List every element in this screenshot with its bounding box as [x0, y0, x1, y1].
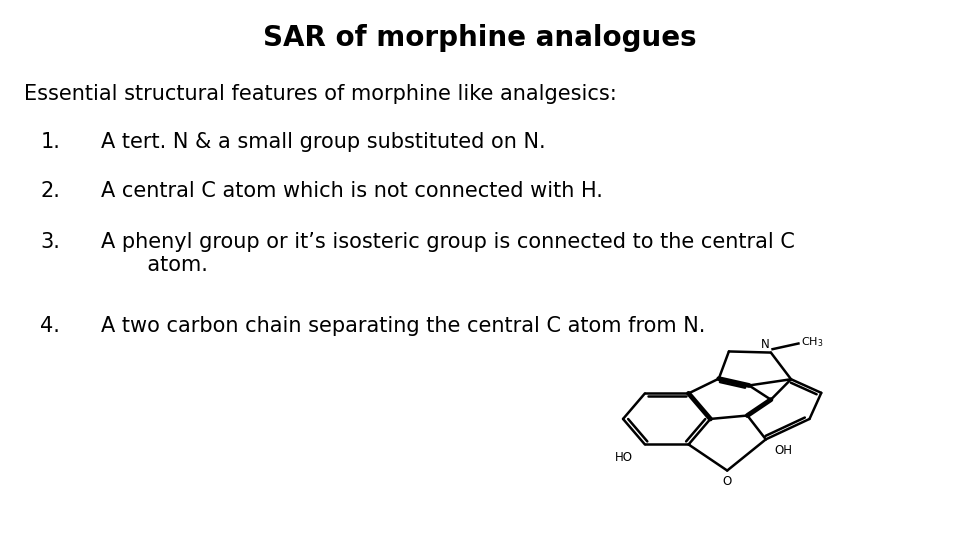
- Text: CH$_3$: CH$_3$: [801, 335, 824, 349]
- Text: SAR of morphine analogues: SAR of morphine analogues: [263, 24, 697, 52]
- Text: N: N: [760, 338, 769, 351]
- Text: 3.: 3.: [40, 232, 60, 252]
- Text: HO: HO: [615, 451, 633, 464]
- Text: Essential structural features of morphine like analgesics:: Essential structural features of morphin…: [24, 84, 616, 104]
- Text: A two carbon chain separating the central C atom from N.: A two carbon chain separating the centra…: [101, 316, 706, 336]
- Text: A tert. N & a small group substituted on N.: A tert. N & a small group substituted on…: [101, 132, 545, 152]
- Text: 4.: 4.: [40, 316, 60, 336]
- Text: O: O: [723, 475, 732, 488]
- Text: A phenyl group or it’s isosteric group is connected to the central C
       atom: A phenyl group or it’s isosteric group i…: [101, 232, 795, 275]
- Text: A central C atom which is not connected with H.: A central C atom which is not connected …: [101, 181, 603, 201]
- Text: OH: OH: [774, 444, 792, 457]
- Text: 1.: 1.: [40, 132, 60, 152]
- Text: 2.: 2.: [40, 181, 60, 201]
